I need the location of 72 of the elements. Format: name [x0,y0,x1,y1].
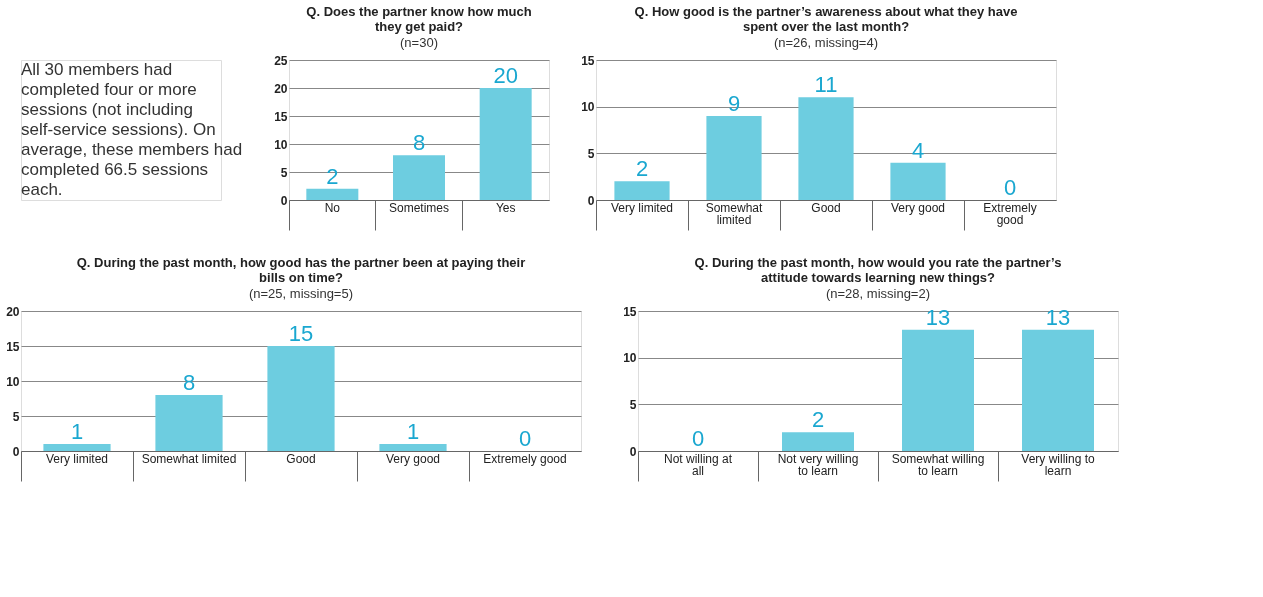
chart-subtitle: (n=30) [400,35,438,50]
y-tick-label: 15 [623,304,637,319]
x-tick-label: Extremely good [983,200,1037,227]
data-label: 0 [691,426,705,451]
data-label: 9 [727,91,741,116]
y-tick-label: 15 [6,339,20,354]
data-label: 4 [911,137,925,163]
data-label: 1 [70,419,84,444]
y-tick-label: 20 [274,81,288,96]
x-tick-label: Yes [495,200,516,215]
data-label: 0 [1003,175,1017,200]
bar [706,116,762,200]
bar [890,162,946,200]
x-tick-label: Somewhat limited [705,200,764,227]
chart-title: Q. During the past month, how good has the partner been at paying their bills on time? [76,255,526,285]
x-tick-label: Good [811,200,841,215]
data-label: 0 [518,426,532,451]
chart-subtitle: (n=25, missing=5) [248,286,354,301]
data-label: 20 [493,63,518,88]
data-label: 8 [182,370,196,395]
bar [379,444,447,451]
y-tick-label: 5 [12,409,20,424]
x-tick-label: No [324,200,341,215]
x-tick-label: Very good [890,200,946,215]
y-tick-label: 0 [12,444,20,459]
x-tick-label: Not willing at all [663,451,733,478]
bar [267,346,335,451]
y-tick-label: 5 [629,397,637,412]
x-tick-label: Very willing to learn [1021,451,1095,478]
data-label: 8 [412,130,426,156]
y-tick-label: 0 [587,193,595,208]
y-tick-label: 15 [581,53,595,68]
x-tick-label: Somewhat limited [141,451,237,466]
y-tick-label: 10 [581,100,595,115]
bar [43,444,111,451]
bar [155,395,223,451]
y-tick-label: 5 [280,165,288,180]
data-label: 2 [326,163,339,189]
bar [393,155,445,200]
chart-title: Q. How good is the partner’s awareness about what they have spent over the last month? [634,4,1018,34]
data-label: 2 [635,156,649,182]
y-tick-label: 25 [274,53,288,68]
chart-subtitle: (n=26, missing=4) [773,35,879,50]
data-label: 11 [814,72,838,98]
chart-subtitle: (n=28, missing=2) [825,286,931,301]
y-tick-label: 15 [274,109,288,124]
x-tick-label: Very limited [45,451,109,466]
data-label: 13 [1045,304,1071,330]
y-tick-label: 0 [280,193,288,208]
x-tick-label: Extremely good [483,451,567,466]
x-tick-label: Somewhat willing to learn [891,451,985,478]
data-label: 2 [811,407,825,433]
text: All 30 members had completed four or more sessions (not including self-service sessions). On average, these members had completed 66.5 sessions each. [21,60,243,199]
y-tick-label: 20 [6,304,20,319]
y-tick-label: 10 [274,137,288,152]
bar [479,88,532,200]
data-label: 13 [925,304,951,330]
x-tick-label: Good [286,451,316,466]
y-tick-label: 10 [6,374,20,389]
chart-title: Q. During the past month, how would you rate the partner’s attitude towards learning new things? [694,255,1062,285]
x-tick-label: Sometimes [388,200,450,215]
y-tick-label: 10 [623,351,637,366]
x-tick-label: Very good [385,451,441,466]
x-tick-label: Not very willing to learn [777,451,859,478]
data-label: 1 [406,419,420,444]
bar [306,188,359,200]
y-tick-label: 0 [629,444,637,459]
bar [798,97,854,200]
x-tick-label: Very limited [610,200,674,215]
y-tick-label: 5 [587,146,595,161]
bar [614,181,670,200]
chart-title: Q. Does the partner know how much they get paid? [306,4,532,34]
